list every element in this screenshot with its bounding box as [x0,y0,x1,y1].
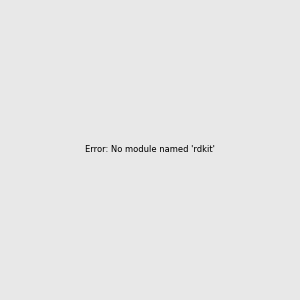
Text: Error: No module named 'rdkit': Error: No module named 'rdkit' [85,146,215,154]
